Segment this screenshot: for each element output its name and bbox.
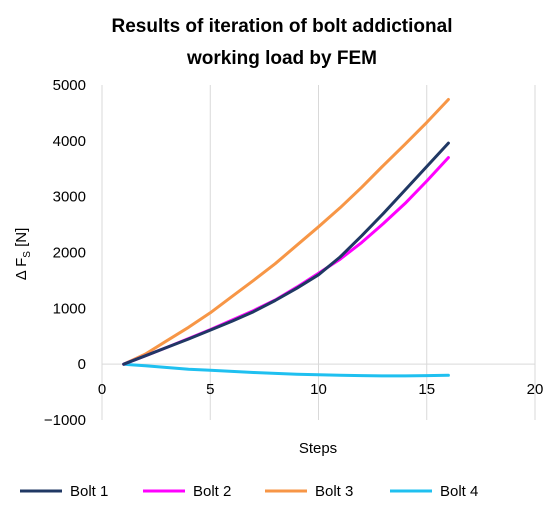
legend-label-bolt-4: Bolt 4: [440, 483, 478, 500]
y-tick-label-1000: 1000: [53, 300, 86, 317]
x-tick-label-0: 0: [98, 381, 106, 398]
series-lines: [122, 98, 450, 378]
y-axis-label-suffix: [N]: [13, 228, 30, 251]
legend: Bolt 1 Bolt 2 Bolt 3 Bolt 4: [20, 483, 478, 500]
legend-label-bolt-1: Bolt 1: [70, 483, 108, 500]
axes: [101, 85, 535, 420]
y-tick-label-2000: 2000: [53, 245, 86, 262]
x-axis-label: Steps: [299, 440, 337, 457]
series-line-bolt-4: [122, 362, 450, 378]
y-tick-label-3000: 3000: [53, 189, 86, 206]
series-line-bolt-2: [122, 156, 450, 366]
legend-label-bolt-3: Bolt 3: [315, 483, 353, 500]
y-tick-label-4000: 4000: [53, 133, 86, 150]
series-line-bolt-3: [122, 98, 450, 366]
x-tick-labels: 0 5 10 15 20: [98, 381, 544, 398]
y-axis-label-prefix: Δ F: [13, 258, 30, 281]
chart-title-line-2: working load by FEM: [186, 48, 377, 69]
y-axis-label: Δ FS [N]: [13, 228, 33, 281]
x-tick-label-20: 20: [527, 381, 544, 398]
x-tick-label-10: 10: [310, 381, 327, 398]
series-line-bolt-1: [122, 141, 450, 366]
legend-label-bolt-2: Bolt 2: [193, 483, 231, 500]
y-tick-label-neg-1000: −1000: [44, 412, 86, 429]
chart-title: Results of iteration of bolt addictional…: [112, 16, 453, 69]
y-tick-labels: −1000 0 1000 2000 3000 4000 5000: [44, 77, 86, 429]
y-tick-label-0: 0: [78, 356, 86, 373]
chart-title-line-1: Results of iteration of bolt addictional: [112, 16, 453, 37]
x-tick-label-5: 5: [206, 381, 214, 398]
y-tick-label-5000: 5000: [53, 77, 86, 94]
x-tick-label-15: 15: [418, 381, 435, 398]
gridlines: [209, 85, 536, 420]
y-axis-label-subscript: S: [22, 251, 33, 258]
